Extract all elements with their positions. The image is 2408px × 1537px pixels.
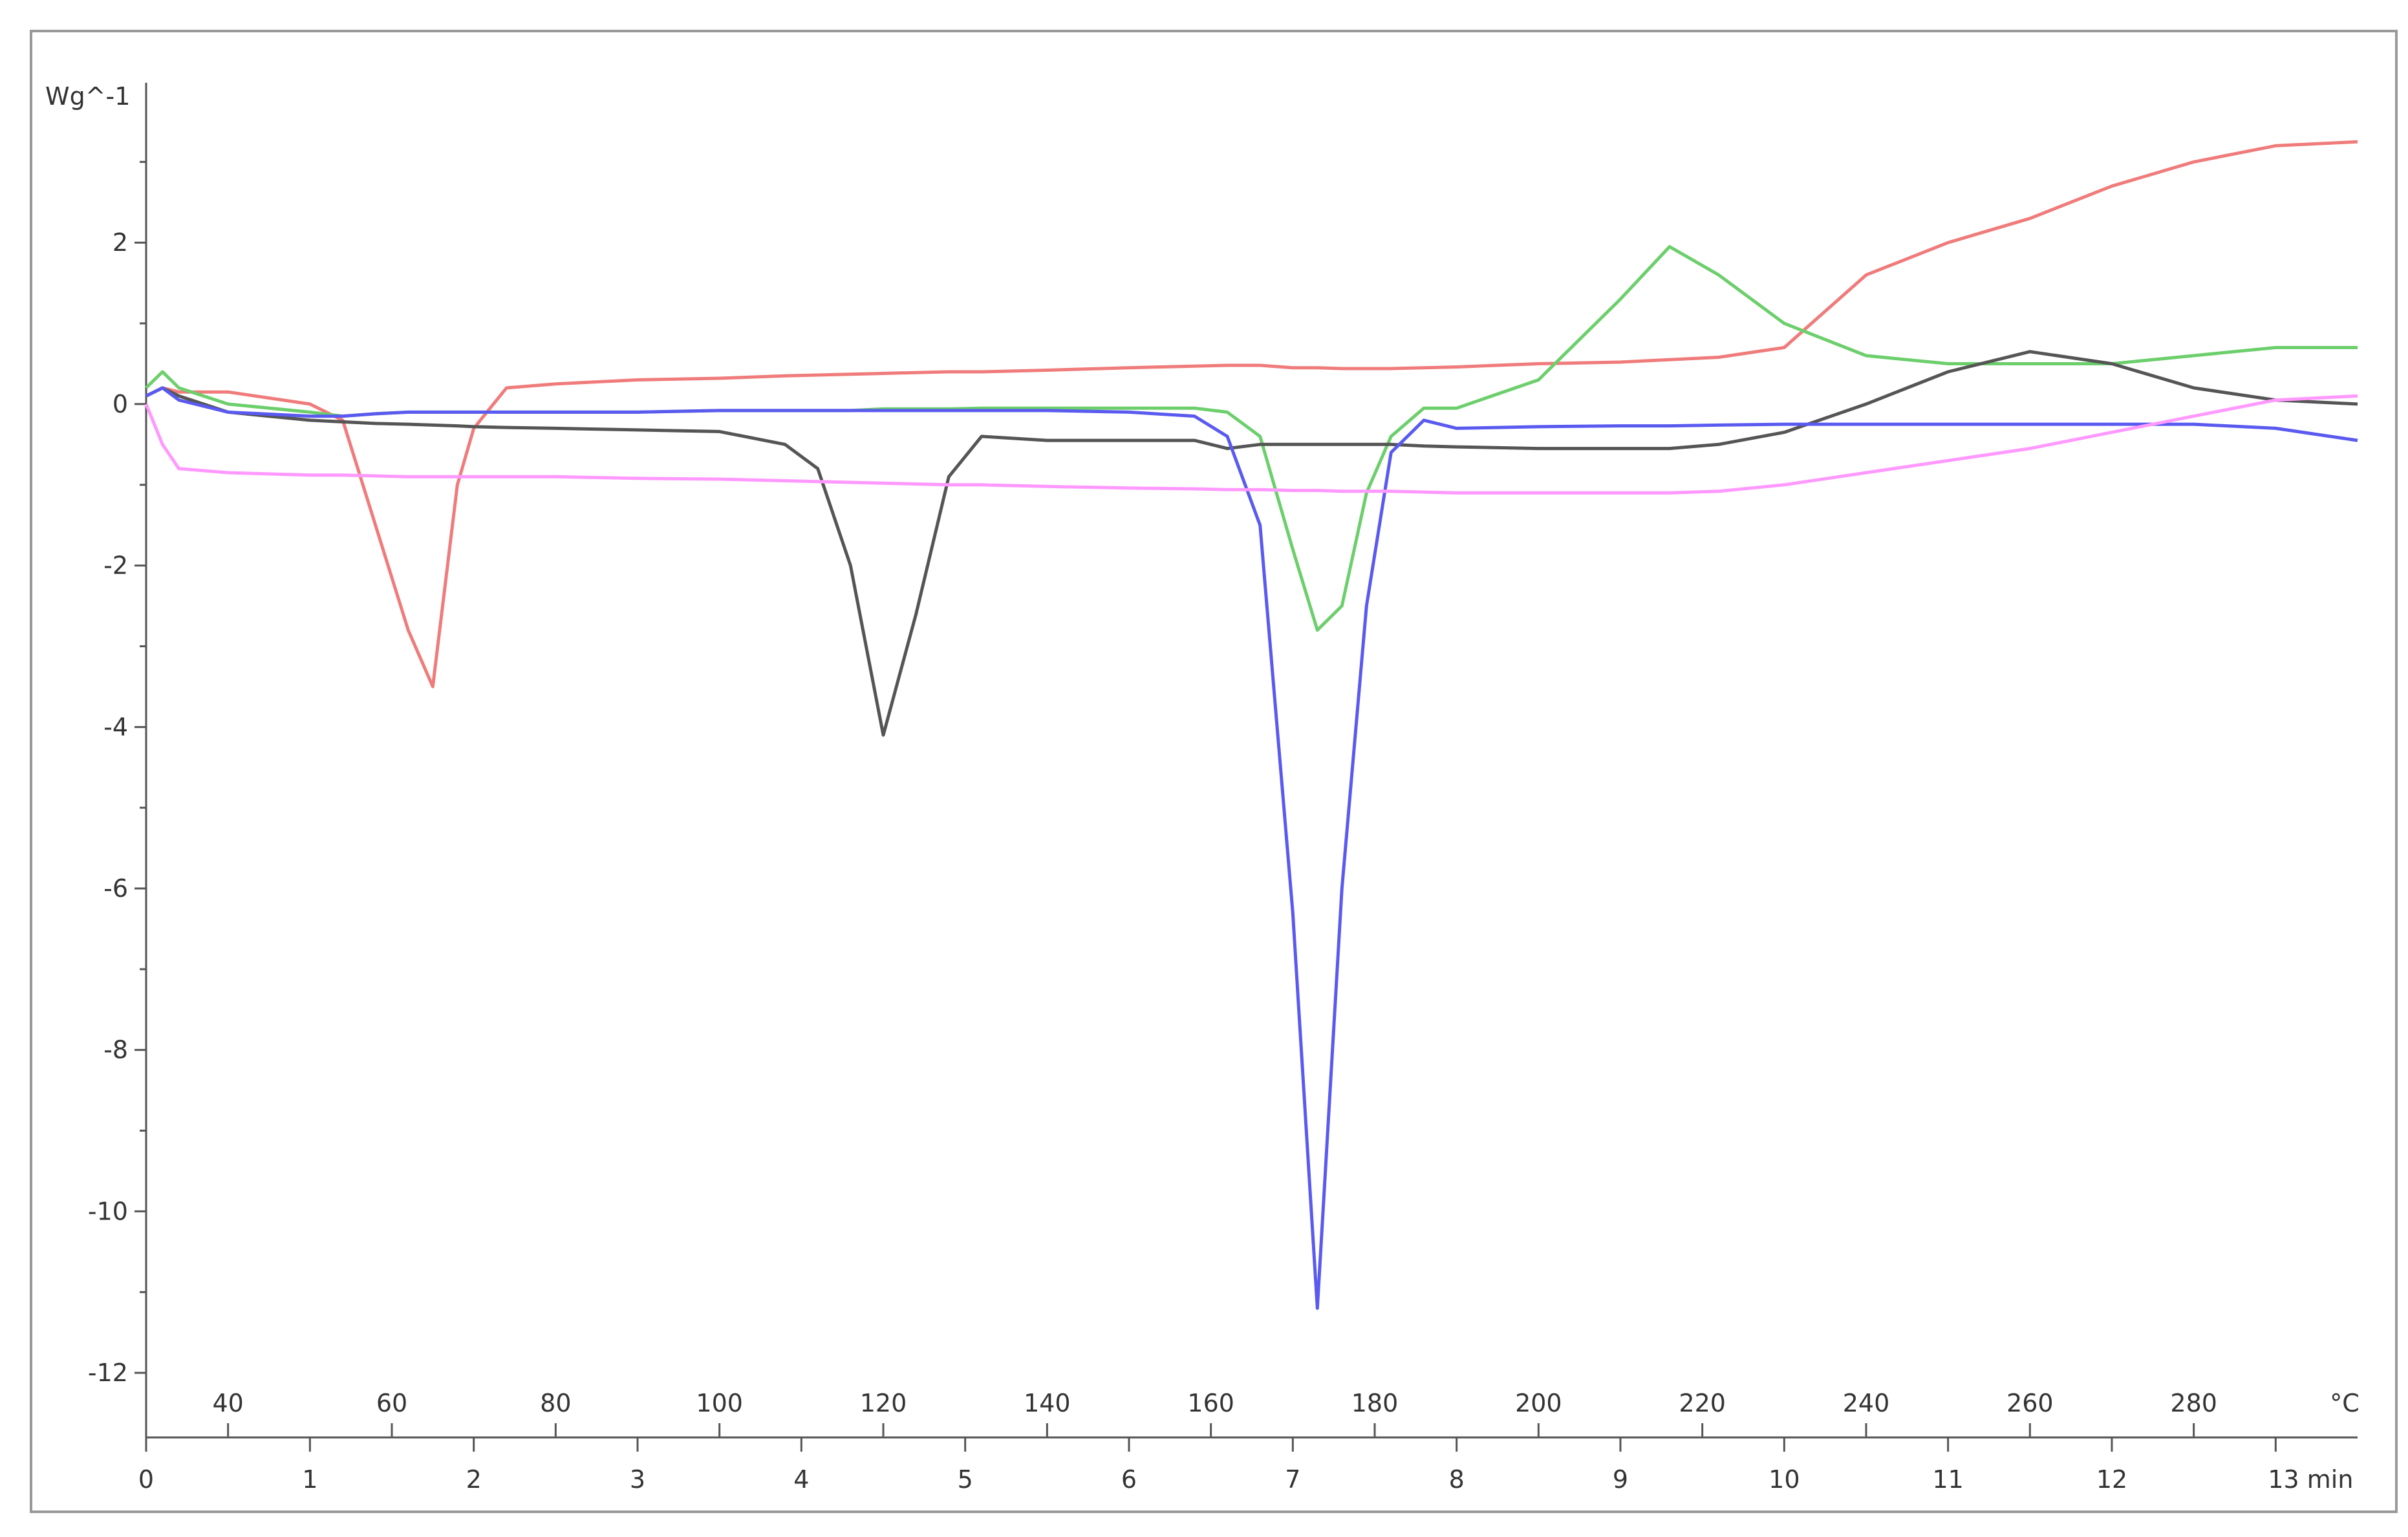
- y-axis-label: Wg^-1: [45, 82, 130, 111]
- series-line: [145, 386, 2358, 1310]
- x-tick-label: 10: [1768, 1465, 1800, 1494]
- x-tick-label: 5: [958, 1465, 973, 1494]
- y-tick-label: -12: [88, 1359, 128, 1387]
- frame: [30, 30, 2398, 1513]
- x2-tick-label: 120: [860, 1389, 907, 1417]
- x2-tick-label: 80: [540, 1389, 571, 1417]
- x2-tick-label: 260: [2006, 1389, 2054, 1417]
- y-tick-label: -2: [103, 552, 128, 580]
- x-tick-label: 0: [138, 1465, 154, 1494]
- y-tick-label: -4: [103, 713, 128, 741]
- x-tick-label: 7: [1285, 1465, 1300, 1494]
- series-line: [144, 394, 2358, 495]
- x-tick-label: 8: [1449, 1465, 1465, 1494]
- x2-tick-label: 180: [1351, 1389, 1399, 1417]
- x-tick-label: 4: [793, 1465, 809, 1494]
- x2-tick-label: 140: [1024, 1389, 1071, 1417]
- y-tick-label: 2: [113, 228, 128, 257]
- x2-tick-label: 280: [2170, 1389, 2217, 1417]
- x2-tick-label: 160: [1187, 1389, 1234, 1417]
- x2-axis-label: °C: [2330, 1389, 2360, 1417]
- x2-tick-label: 220: [1679, 1389, 1726, 1417]
- x2-tick-label: 200: [1515, 1389, 1562, 1417]
- y-tick-label: 0: [113, 390, 128, 418]
- x-tick-label: 12: [2096, 1465, 2127, 1494]
- y-tick-label: -8: [103, 1036, 128, 1064]
- x-tick-label: 9: [1613, 1465, 1628, 1494]
- y-tick-label: -6: [103, 874, 128, 903]
- x-tick-label: 6: [1121, 1465, 1137, 1494]
- series-line: [145, 140, 2358, 689]
- x-tick-label: 3: [630, 1465, 645, 1494]
- y-tick-label: -10: [88, 1197, 128, 1225]
- x2-tick-label: 60: [376, 1389, 407, 1417]
- x2-tick-label: 100: [696, 1389, 743, 1417]
- x-tick-label: 1: [302, 1465, 317, 1494]
- x2-tick-label: 240: [1843, 1389, 1890, 1417]
- x-tick-label: 11: [1932, 1465, 1963, 1494]
- x2-tick-label: 40: [212, 1389, 243, 1417]
- x-tick-label: 13 min: [2268, 1465, 2353, 1494]
- x-tick-label: 2: [466, 1465, 482, 1494]
- series-line: [145, 350, 2358, 737]
